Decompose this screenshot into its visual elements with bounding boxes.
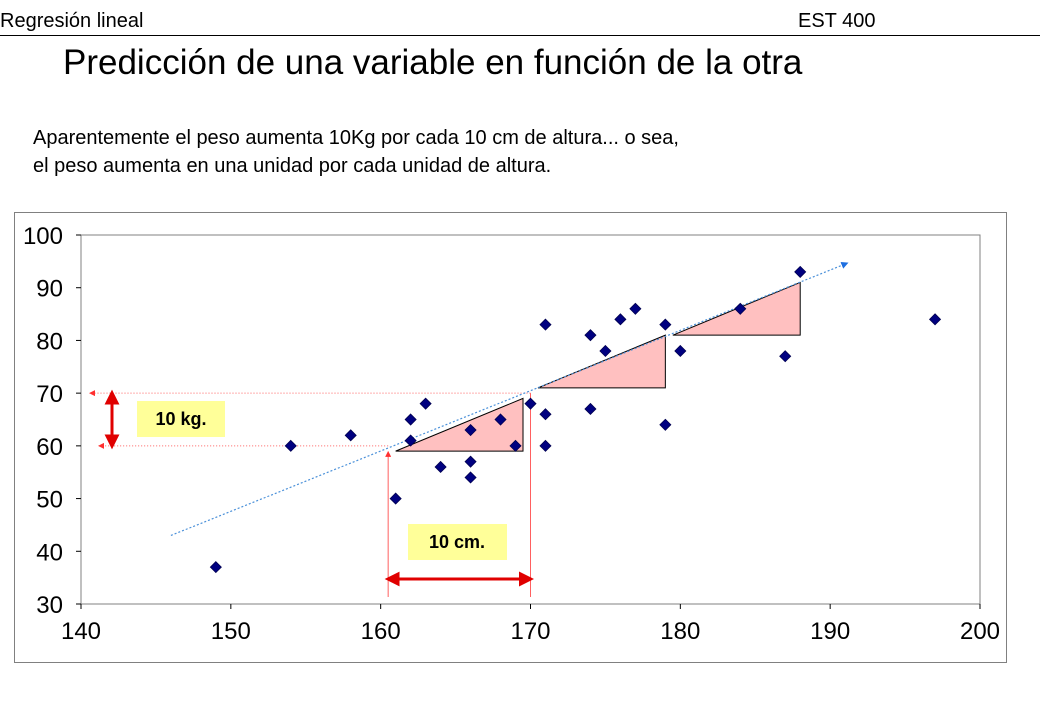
trend-line [170,261,849,537]
x-tick-label: 170 [510,618,550,645]
data-point [779,350,792,363]
data-point [494,413,507,426]
y-tick-label: 90 [36,276,63,303]
data-point [509,439,522,452]
x-tick-label: 200 [960,618,1000,645]
data-point [464,455,477,468]
data-point [674,344,687,358]
x-tick-label: 140 [61,618,101,645]
data-point [419,397,432,410]
x-tick-label: 190 [810,618,850,645]
data-point [734,302,747,315]
cm-label: 10 cm. [429,532,485,552]
data-point [614,313,627,326]
data-point [434,460,447,474]
y-tick-label: 50 [36,487,63,514]
data-point [344,429,357,442]
data-point [794,265,807,278]
x-tick-label: 180 [660,618,700,645]
data-point [404,434,417,447]
data-point [584,329,597,342]
header-left-title: Regresión lineal [0,10,144,32]
y-tick-label: 30 [36,592,63,619]
data-point [404,413,417,426]
kg-label-box [137,401,225,437]
y-tick-label: 60 [36,434,63,461]
data-point [524,397,537,410]
page-title: Predicción de una variable en función de… [63,43,803,82]
data-point [584,402,597,416]
data-point [539,318,552,331]
data-point [464,423,477,437]
y-tick-label: 80 [36,328,63,355]
data-point [284,439,297,452]
intro-text: Aparentemente el peso aumenta 10Kg por c… [33,124,679,180]
data-point [539,439,552,452]
header-course-code: EST 400 [798,10,876,32]
data-point [928,313,942,326]
data-point [389,492,402,505]
kg-label: 10 kg. [155,409,206,429]
step-triangle [395,397,524,452]
x-tick-label: 150 [211,618,251,645]
data-point [659,418,672,431]
intro-line-2: el peso aumenta en una unidad por cada u… [33,155,552,177]
data-point [659,318,672,331]
y-tick-label: 40 [36,539,63,566]
header-divider [0,35,1040,36]
data-point [464,471,477,484]
x-tick-label: 160 [361,618,401,645]
cm-label-box [408,524,507,560]
intro-line-1: Aparentemente el peso aumenta 10Kg por c… [33,127,679,149]
data-point [539,408,552,421]
data-point [629,302,642,315]
chart-area: 30 40 50 60 70 80 90 100 140 150 160 170 180 190 200 1… [14,212,1007,663]
data-point [209,561,222,574]
scatter-chart: 30 40 50 60 70 80 90 100 140 150 160 170 180 190 200 1… [23,223,1000,645]
y-tick-label: 100 [23,223,63,250]
data-point [599,344,612,358]
y-tick-label: 70 [36,381,63,408]
